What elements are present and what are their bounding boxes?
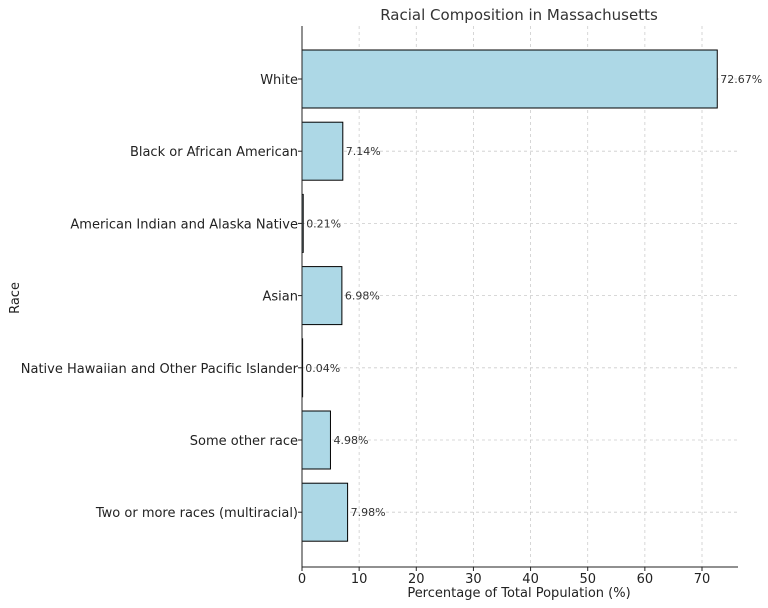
x-tick-label: 70 bbox=[694, 572, 711, 587]
y-tick-label: Two or more races (multiracial) bbox=[95, 506, 298, 521]
bar-value-label: 6.98% bbox=[345, 290, 380, 303]
y-tick-label: Black or African American bbox=[130, 145, 298, 160]
bar-value-label: 7.14% bbox=[346, 145, 381, 158]
bar bbox=[301, 266, 343, 326]
bar-value-label: 7.98% bbox=[351, 506, 386, 519]
x-tick-label: 50 bbox=[579, 572, 596, 587]
y-tick-label: White bbox=[260, 73, 298, 88]
x-tick-label: 20 bbox=[408, 572, 425, 587]
bars-layer bbox=[301, 49, 718, 542]
y-axis-label: Race bbox=[8, 282, 23, 314]
x-tick-label: 60 bbox=[637, 572, 654, 587]
x-axis-label: Percentage of Total Population (%) bbox=[407, 586, 630, 601]
chart-title: Racial Composition in Massachusetts bbox=[380, 6, 658, 24]
x-tick-label: 40 bbox=[522, 572, 539, 587]
y-tick-label: Asian bbox=[263, 290, 298, 305]
bar bbox=[301, 410, 331, 470]
bar bbox=[301, 482, 349, 542]
labels-layer: 72.67% White 7.14% Black or African America… bbox=[21, 73, 762, 587]
y-tick-label: American Indian and Alaska Native bbox=[70, 217, 298, 232]
x-tick-label: 10 bbox=[351, 572, 368, 587]
bar-value-label: 0.04% bbox=[305, 362, 340, 375]
x-tick-label: 30 bbox=[465, 572, 482, 587]
bar bbox=[301, 49, 718, 109]
axes-layer bbox=[298, 26, 738, 571]
y-tick-label: Some other race bbox=[190, 434, 298, 449]
y-tick-label: Native Hawaiian and Other Pacific Island… bbox=[21, 362, 299, 377]
bar-value-label: 0.21% bbox=[306, 217, 341, 230]
bar-value-label: 72.67% bbox=[720, 73, 762, 86]
bar bbox=[301, 121, 344, 181]
bar-value-label: 4.98% bbox=[333, 434, 368, 447]
x-tick-label: 0 bbox=[298, 572, 306, 587]
